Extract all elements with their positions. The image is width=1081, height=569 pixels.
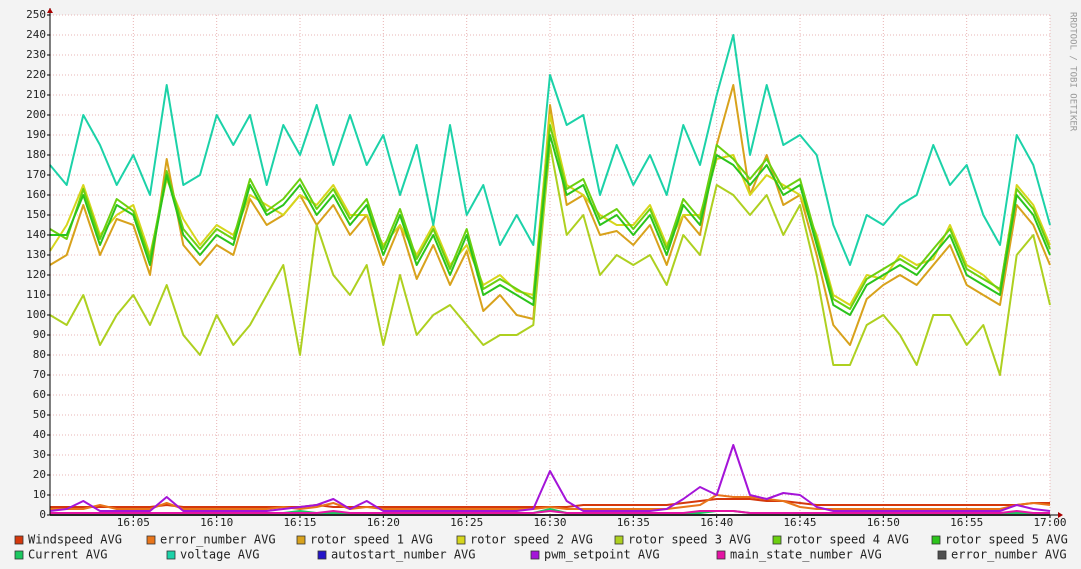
- y-tick-label: 210: [26, 88, 46, 101]
- y-tick-label: 30: [33, 448, 46, 461]
- legend-swatch: [296, 535, 306, 545]
- legend-label: voltage AVG: [180, 548, 259, 562]
- legend-swatch: [456, 535, 466, 545]
- y-tick-label: 220: [26, 68, 46, 81]
- legend-label: error_number AVG: [160, 533, 276, 547]
- series-line: [50, 510, 1050, 514]
- y-tick-label: 190: [26, 128, 46, 141]
- watermark: RRDTOOL / TOBI OETIKER: [1068, 12, 1078, 132]
- legend-label: Windspeed AVG: [28, 533, 122, 547]
- legend-swatch: [14, 550, 24, 560]
- legend-label: autostart_number AVG: [331, 548, 476, 562]
- legend-label: pwm_setpoint AVG: [544, 548, 660, 562]
- y-tick-label: 170: [26, 168, 46, 181]
- y-tick-label: 150: [26, 208, 46, 221]
- legend-label: rotor speed 2 AVG: [470, 533, 593, 547]
- legend-swatch: [931, 535, 941, 545]
- legend-label: error_number AVG: [951, 548, 1067, 562]
- legend-swatch: [14, 535, 24, 545]
- x-tick-label: 16:30: [533, 516, 566, 529]
- y-tick-label: 0: [39, 508, 46, 521]
- y-tick-label: 140: [26, 228, 46, 241]
- legend-label: rotor speed 3 AVG: [628, 533, 751, 547]
- x-tick-label: 16:10: [200, 516, 233, 529]
- legend-label: rotor speed 1 AVG: [310, 533, 433, 547]
- y-tick-label: 80: [33, 348, 46, 361]
- series-line: [49, 444, 1051, 512]
- legend-label: Current AVG: [28, 548, 107, 562]
- y-tick-label: 200: [26, 108, 46, 121]
- y-tick-label: 180: [26, 148, 46, 161]
- y-tick-label: 100: [26, 308, 46, 321]
- x-tick-label: 16:25: [450, 516, 483, 529]
- y-tick-label: 250: [26, 8, 46, 21]
- y-tick-label: 10: [33, 488, 46, 501]
- axes: [47, 8, 1063, 518]
- y-tick-label: 130: [26, 248, 46, 261]
- y-tick-label: 240: [26, 28, 46, 41]
- legend-label: rotor speed 4 AVG: [786, 533, 909, 547]
- x-tick-label: 16:05: [117, 516, 150, 529]
- x-tick-label: 16:50: [867, 516, 900, 529]
- y-tick-label: 110: [26, 288, 46, 301]
- legend-swatch: [716, 550, 726, 560]
- y-tick-label: 160: [26, 188, 46, 201]
- y-tick-label: 40: [33, 428, 46, 441]
- y-tick-label: 90: [33, 328, 46, 341]
- legend-swatch: [937, 550, 947, 560]
- series-line: [49, 114, 1051, 306]
- y-tick-label: 230: [26, 48, 46, 61]
- legend-swatch: [530, 550, 540, 560]
- series-line: [50, 134, 1051, 316]
- series-line: [50, 494, 1051, 510]
- x-tick-label: 16:45: [783, 516, 816, 529]
- legend-swatch: [146, 535, 156, 545]
- legend-label: main_state_number AVG: [730, 548, 882, 562]
- y-tick-label: 120: [26, 268, 46, 281]
- y-tick-label: 20: [33, 468, 46, 481]
- legend: Windspeed AVG error_number AVG rotor speed…: [14, 533, 1068, 562]
- x-tick-label: 16:40: [700, 516, 733, 529]
- x-tick-label: 17:00: [1033, 516, 1066, 529]
- legend-swatch: [772, 535, 782, 545]
- series-line: [49, 84, 1051, 346]
- legend-swatch: [614, 535, 624, 545]
- y-tick-label: 60: [33, 388, 46, 401]
- y-tick-label: 50: [33, 408, 46, 421]
- legend-swatch: [317, 550, 327, 560]
- series-line: [49, 124, 1051, 310]
- y-tick-label: 70: [33, 368, 46, 381]
- y-arrow: [47, 8, 53, 13]
- series-line: [49, 34, 1051, 266]
- legend-label: rotor speed 5 AVG: [945, 533, 1068, 547]
- x-tick-label: 16:20: [367, 516, 400, 529]
- x-tick-label: 16:15: [283, 516, 316, 529]
- x-tick-label: 16:55: [950, 516, 983, 529]
- legend-swatch: [166, 550, 176, 560]
- x-tick-label: 16:35: [617, 516, 650, 529]
- x-arrow: [1058, 512, 1063, 518]
